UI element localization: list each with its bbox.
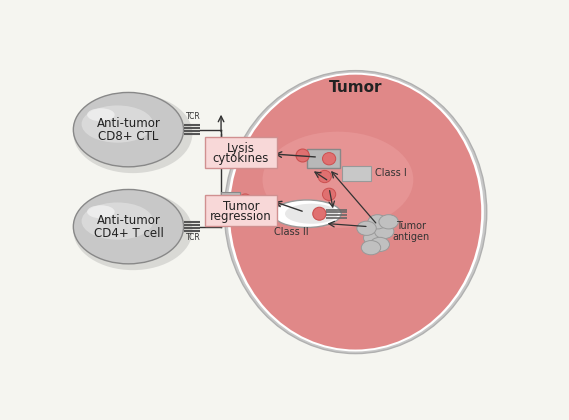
- Circle shape: [374, 224, 394, 239]
- Text: Tumor: Tumor: [222, 200, 259, 213]
- Ellipse shape: [285, 204, 338, 224]
- Text: Anti-tumor: Anti-tumor: [97, 117, 160, 130]
- Ellipse shape: [227, 73, 484, 352]
- Ellipse shape: [273, 200, 341, 228]
- Circle shape: [361, 241, 381, 255]
- Text: Tumor: Tumor: [329, 80, 382, 95]
- Ellipse shape: [87, 205, 115, 218]
- Ellipse shape: [73, 94, 192, 173]
- Text: MHC II: MHC II: [220, 203, 248, 212]
- Circle shape: [357, 221, 376, 235]
- Ellipse shape: [323, 152, 336, 165]
- Circle shape: [370, 237, 390, 252]
- Ellipse shape: [81, 202, 153, 240]
- Ellipse shape: [318, 171, 331, 183]
- Ellipse shape: [81, 105, 153, 143]
- Text: cytokines: cytokines: [213, 152, 269, 165]
- Text: TCR: TCR: [185, 233, 200, 241]
- Text: regression: regression: [210, 210, 272, 223]
- Ellipse shape: [323, 188, 336, 200]
- Ellipse shape: [239, 194, 252, 207]
- Ellipse shape: [224, 71, 486, 354]
- Ellipse shape: [87, 108, 115, 121]
- Text: Class II: Class II: [274, 227, 308, 237]
- Ellipse shape: [313, 207, 326, 220]
- Ellipse shape: [296, 149, 310, 162]
- Bar: [343, 165, 371, 181]
- Ellipse shape: [73, 191, 192, 270]
- Text: Class I: Class I: [376, 168, 407, 178]
- Bar: [221, 192, 240, 209]
- Text: TCR: TCR: [185, 112, 200, 121]
- Circle shape: [379, 215, 398, 229]
- Text: Lysis: Lysis: [227, 142, 255, 155]
- Text: CD8+ CTL: CD8+ CTL: [98, 130, 159, 143]
- FancyBboxPatch shape: [204, 137, 277, 168]
- Bar: [221, 145, 240, 162]
- Ellipse shape: [239, 147, 252, 161]
- Circle shape: [368, 215, 387, 229]
- Text: Anti-tumor: Anti-tumor: [97, 214, 160, 227]
- Bar: [307, 150, 340, 168]
- Text: Tumor
antigen: Tumor antigen: [392, 220, 429, 242]
- FancyBboxPatch shape: [204, 195, 277, 226]
- Text: MHC I: MHC I: [223, 139, 248, 148]
- Circle shape: [364, 231, 383, 245]
- Text: CD4+ T cell: CD4+ T cell: [93, 227, 163, 240]
- Ellipse shape: [73, 92, 184, 167]
- Ellipse shape: [230, 75, 481, 349]
- Ellipse shape: [73, 189, 184, 264]
- Ellipse shape: [262, 131, 413, 228]
